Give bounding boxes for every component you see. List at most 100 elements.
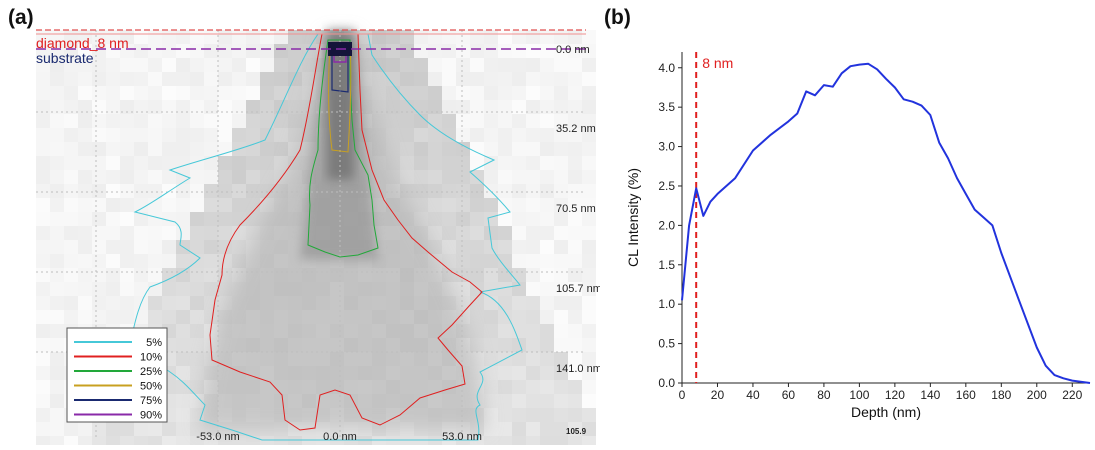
map-pixel <box>302 58 316 72</box>
map-pixel <box>204 254 218 268</box>
map-pixel <box>36 58 50 72</box>
map-pixel <box>232 226 246 240</box>
map-pixel <box>36 422 50 436</box>
map-pixel <box>568 114 582 128</box>
map-pixel <box>554 44 568 58</box>
map-pixel <box>36 338 50 352</box>
map-pixel <box>64 268 78 282</box>
map-pixel <box>540 338 554 352</box>
map-pixel <box>246 170 260 184</box>
map-pixel <box>50 254 64 268</box>
map-pixel <box>204 226 218 240</box>
x-tick-label: 80 <box>817 388 831 402</box>
map-pixel <box>526 44 540 58</box>
map-pixel <box>400 170 414 184</box>
map-pixel <box>582 30 596 44</box>
lateral-label: -53.0 nm <box>196 431 239 443</box>
map-pixel <box>92 170 106 184</box>
map-pixel <box>554 142 568 156</box>
map-pixel <box>36 240 50 254</box>
map-pixel <box>78 254 92 268</box>
map-pixel <box>484 198 498 212</box>
map-pixel <box>582 282 596 296</box>
map-pixel <box>484 30 498 44</box>
map-pixel <box>218 58 232 72</box>
map-pixel <box>526 296 540 310</box>
map-pixel <box>232 198 246 212</box>
map-pixel <box>64 142 78 156</box>
map-pixel <box>134 100 148 114</box>
map-pixel <box>274 156 288 170</box>
map-pixel <box>176 72 190 86</box>
map-pixel <box>456 114 470 128</box>
map-pixel <box>498 100 512 114</box>
map-pixel <box>148 240 162 254</box>
map-pixel <box>134 58 148 72</box>
map-pixel <box>414 128 428 142</box>
map-pixel <box>372 30 386 44</box>
x-tick-label: 140 <box>920 388 940 402</box>
map-pixel <box>512 212 526 226</box>
map-pixel <box>120 310 134 324</box>
map-pixel <box>386 72 400 86</box>
cl-intensity-chart: 0 20 40 60 80 100 120 140 160 180 200 220 0.0 0.5 1.0 1… <box>625 52 1091 420</box>
map-pixel <box>526 100 540 114</box>
map-pixel <box>484 44 498 58</box>
map-pixel <box>274 142 288 156</box>
map-pixel <box>246 156 260 170</box>
map-pixel <box>120 100 134 114</box>
map-pixel <box>148 86 162 100</box>
map-pixel <box>526 352 540 366</box>
map-pixel <box>512 128 526 142</box>
x-tick-label: 180 <box>991 388 1011 402</box>
map-pixel <box>36 226 50 240</box>
map-pixel <box>260 114 274 128</box>
map-pixel <box>218 212 232 226</box>
map-pixel <box>92 86 106 100</box>
map-pixel <box>78 58 92 72</box>
map-pixel <box>470 240 484 254</box>
map-pixel <box>176 58 190 72</box>
map-pixel <box>414 44 428 58</box>
map-pixel <box>470 30 484 44</box>
map-pixel <box>582 338 596 352</box>
map-pixel <box>148 30 162 44</box>
map-pixel <box>442 198 456 212</box>
map-pixel <box>456 72 470 86</box>
map-pixel <box>120 436 134 450</box>
map-pixel <box>190 198 204 212</box>
map-pixel <box>204 282 218 296</box>
map-pixel <box>50 394 64 408</box>
map-pixel <box>568 352 582 366</box>
map-pixel <box>456 142 470 156</box>
map-pixel <box>232 128 246 142</box>
map-pixel <box>372 86 386 100</box>
map-pixel <box>232 170 246 184</box>
map-pixel <box>274 72 288 86</box>
map-pixel <box>484 366 498 380</box>
map-pixel <box>50 296 64 310</box>
map-pixel <box>134 142 148 156</box>
map-pixel <box>190 44 204 58</box>
map-pixel <box>106 156 120 170</box>
depth-label: 0.0 nm <box>556 44 590 56</box>
map-pixel <box>50 58 64 72</box>
map-pixel <box>162 72 176 86</box>
map-pixel <box>414 198 428 212</box>
map-pixel <box>470 198 484 212</box>
map-pixel <box>218 226 232 240</box>
map-pixel <box>568 436 582 450</box>
map-pixel <box>120 422 134 436</box>
map-pixel <box>428 72 442 86</box>
map-pixel <box>120 226 134 240</box>
map-pixel <box>50 142 64 156</box>
map-pixel <box>568 394 582 408</box>
map-pixel <box>540 114 554 128</box>
map-pixel <box>190 128 204 142</box>
x-tick-label: 220 <box>1062 388 1082 402</box>
map-pixel <box>554 86 568 100</box>
map-pixel <box>372 72 386 86</box>
map-pixel <box>120 156 134 170</box>
y-tick-label: 0.0 <box>658 376 675 390</box>
map-pixel <box>134 240 148 254</box>
